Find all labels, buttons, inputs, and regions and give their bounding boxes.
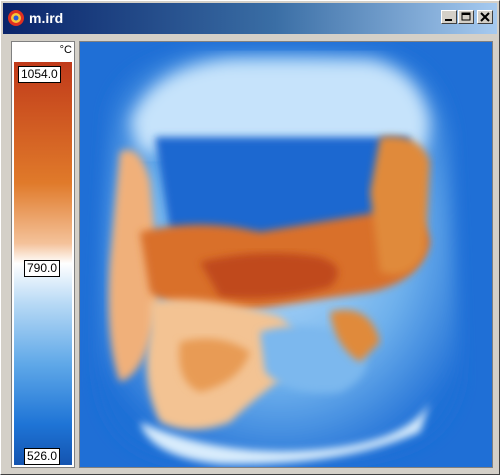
restore-icon	[461, 12, 471, 21]
thermal-image[interactable]	[79, 41, 493, 468]
client-area: °C 1054.0 790.0 526.0	[5, 37, 497, 472]
close-icon	[480, 12, 490, 22]
title-bar[interactable]: m.ird	[3, 3, 497, 34]
restore-button[interactable]	[458, 10, 474, 24]
minimize-button[interactable]	[441, 10, 457, 24]
close-button[interactable]	[477, 10, 493, 24]
scale-min-label: 526.0	[24, 448, 61, 465]
temperature-unit: °C	[59, 44, 72, 56]
window-title: m.ird	[29, 10, 64, 26]
thermal-app-icon	[8, 10, 24, 26]
temperature-scale-panel: °C 1054.0 790.0 526.0	[11, 41, 75, 468]
scale-mid-label: 790.0	[24, 260, 61, 277]
minimize-icon	[445, 19, 452, 21]
thermal-image-graphic	[80, 42, 492, 467]
scale-max-label: 1054.0	[18, 66, 61, 83]
